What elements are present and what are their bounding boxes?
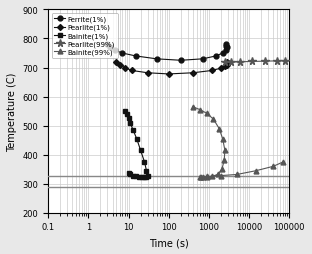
Bainite(1%) xyxy=(127,171,130,174)
Bainite(99%) xyxy=(235,173,239,176)
Bainite(1%) xyxy=(144,176,148,179)
Ferrite(1%) xyxy=(224,49,227,52)
Bainite(99%) xyxy=(216,173,220,176)
Bainite(1%) xyxy=(140,176,144,179)
Bainite(99%) xyxy=(254,169,258,172)
Bainite(99%) xyxy=(198,176,202,179)
Line: Ferrite(1%): Ferrite(1%) xyxy=(105,43,229,64)
Line: Pearlite(99%): Pearlite(99%) xyxy=(221,57,289,67)
Pearlite(1%) xyxy=(223,65,227,68)
Bainite(1%) xyxy=(137,176,141,179)
Pearlite(1%) xyxy=(115,61,118,64)
Pearlite(99%) xyxy=(284,60,287,63)
Bainite(1%) xyxy=(125,113,129,116)
Bainite(1%) xyxy=(123,110,126,113)
Ferrite(1%) xyxy=(108,46,112,50)
Ferrite(1%) xyxy=(225,46,229,50)
Bainite(99%) xyxy=(223,149,227,152)
Pearlite(1%) xyxy=(130,70,134,73)
Bainite(99%) xyxy=(205,175,209,178)
Bainite(99%) xyxy=(198,109,202,112)
Pearlite(1%) xyxy=(226,62,230,66)
Pearlite(1%) xyxy=(191,72,195,75)
Bainite(99%) xyxy=(220,168,224,171)
Pearlite(99%) xyxy=(223,61,227,65)
Bainite(99%) xyxy=(210,175,214,178)
Ferrite(1%) xyxy=(221,52,225,55)
Ferrite(1%) xyxy=(120,52,124,55)
Bainite(99%) xyxy=(222,159,226,162)
Bainite(1%) xyxy=(143,176,146,179)
Ferrite(1%) xyxy=(224,44,227,47)
Bainite(1%) xyxy=(146,175,149,178)
X-axis label: Time (s): Time (s) xyxy=(149,237,188,247)
Bainite(99%) xyxy=(205,113,209,116)
Bainite(99%) xyxy=(217,128,221,131)
Bainite(1%) xyxy=(128,173,132,176)
Bainite(1%) xyxy=(128,122,132,125)
Bainite(99%) xyxy=(221,138,225,141)
Bainite(1%) xyxy=(127,117,130,120)
Bainite(99%) xyxy=(271,165,275,168)
Pearlite(1%) xyxy=(225,64,229,67)
Pearlite(1%) xyxy=(219,67,223,70)
Bainite(1%) xyxy=(144,169,148,172)
Ferrite(1%) xyxy=(179,59,183,62)
Bainite(1%) xyxy=(139,149,143,152)
Bainite(99%) xyxy=(219,174,223,178)
Pearlite(1%) xyxy=(167,73,171,76)
Ferrite(1%) xyxy=(214,55,218,58)
Ferrite(1%) xyxy=(134,55,138,58)
Pearlite(1%) xyxy=(146,72,149,75)
Pearlite(1%) xyxy=(118,64,121,67)
Ferrite(1%) xyxy=(155,58,158,61)
Pearlite(99%) xyxy=(229,61,233,64)
Line: Pearlite(1%): Pearlite(1%) xyxy=(114,60,230,77)
Bainite(1%) xyxy=(131,129,135,132)
Bainite(99%) xyxy=(199,176,203,179)
Bainite(1%) xyxy=(131,174,135,178)
Pearlite(99%) xyxy=(238,61,242,64)
Pearlite(1%) xyxy=(210,70,214,73)
Legend: Ferrite(1%), Pearlite(1%), Bainite(1%), Pearlite(99%), Bainite(99%): Ferrite(1%), Pearlite(1%), Bainite(1%), … xyxy=(51,14,118,59)
Pearlite(99%) xyxy=(251,61,254,64)
Bainite(1%) xyxy=(143,161,146,164)
Bainite(1%) xyxy=(135,138,139,141)
Bainite(99%) xyxy=(281,161,285,164)
Ferrite(1%) xyxy=(201,58,205,61)
Pearlite(1%) xyxy=(123,67,126,70)
Line: Bainite(99%): Bainite(99%) xyxy=(190,105,285,180)
Bainite(99%) xyxy=(212,118,215,121)
Bainite(99%) xyxy=(191,106,195,109)
Ferrite(1%) xyxy=(224,45,228,48)
Ferrite(1%) xyxy=(113,49,116,52)
Pearlite(1%) xyxy=(226,61,229,65)
Bainite(99%) xyxy=(205,176,209,179)
Pearlite(99%) xyxy=(263,60,267,64)
Bainite(1%) xyxy=(134,175,138,178)
Line: Bainite(1%): Bainite(1%) xyxy=(122,109,150,180)
Bainite(99%) xyxy=(201,176,205,179)
Pearlite(99%) xyxy=(275,60,279,63)
Ferrite(1%) xyxy=(105,44,109,47)
Y-axis label: Temperature (C): Temperature (C) xyxy=(7,72,17,151)
